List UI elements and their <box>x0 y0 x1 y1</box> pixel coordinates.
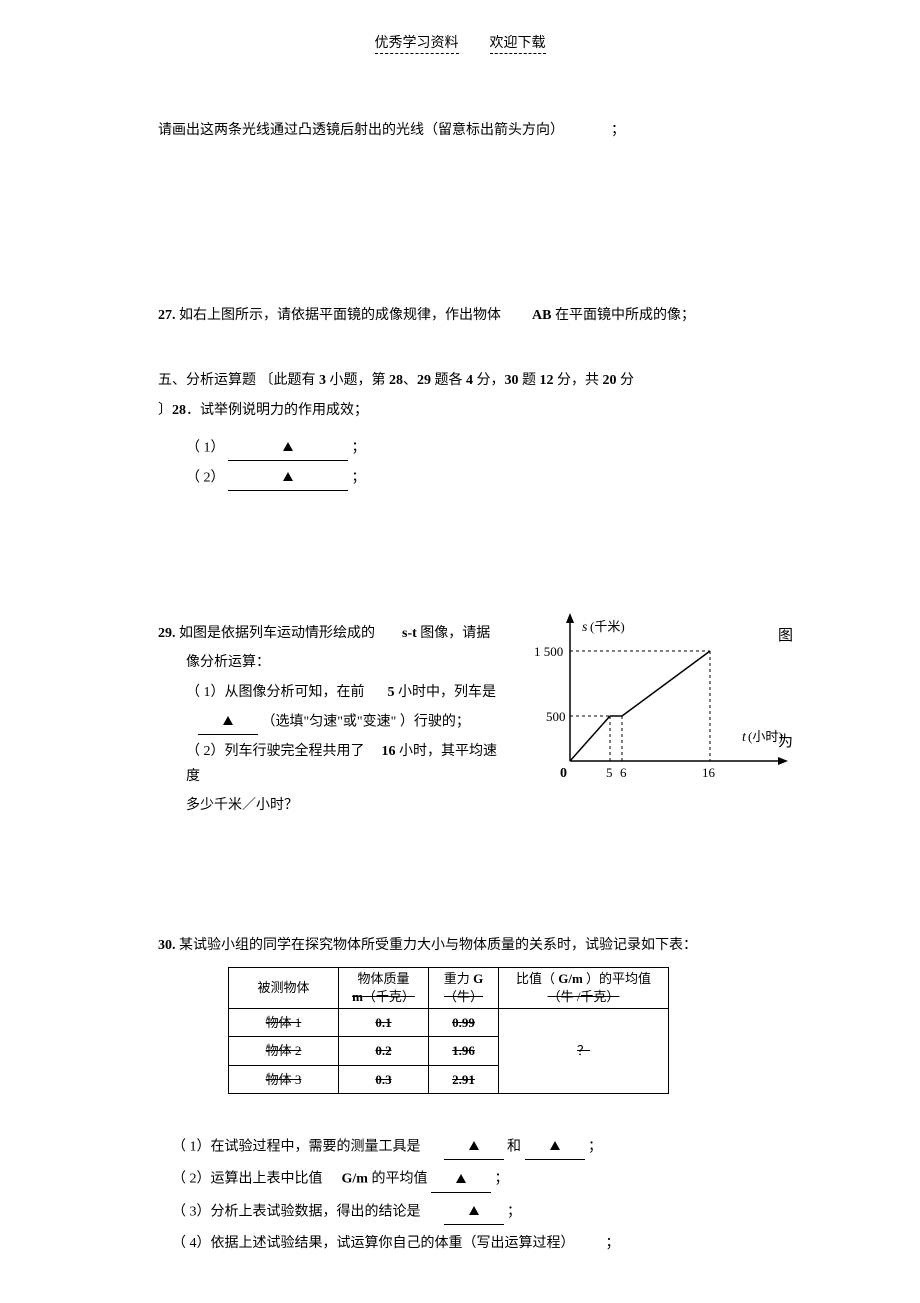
blank-fill <box>431 1166 491 1192</box>
semicolon: ； <box>611 123 625 138</box>
q30-table: 被测物体 物体质量 m（千克） 重力 G （牛） 比值（ G/m ）的平均值 （… <box>228 967 669 1095</box>
q27: 27. 如右上图所示，请依据平面镜的成像规律，作出物体 AB 在平面镜中所成的像… <box>158 303 778 328</box>
blank-fill <box>444 1134 504 1160</box>
q28-item2: （ 2） ； <box>186 465 778 491</box>
q28-item1: （ 1） ； <box>186 435 778 461</box>
blank-fill <box>444 1199 504 1225</box>
triangle-icon <box>469 1141 479 1150</box>
blank-fill <box>198 709 258 735</box>
section5-heading: 五、分析运算题 〔此题有 3 小题，第 28、29 题各 4 分，30 题 12… <box>158 368 778 393</box>
triangle-icon <box>550 1141 560 1150</box>
q28-answers: （ 1） ； （ 2） ； <box>186 435 778 491</box>
table-row: 物体 1 0.1 0.99 ？ <box>229 1009 669 1037</box>
svg-text:s: s <box>582 620 588 635</box>
blank-fill <box>228 435 348 461</box>
svg-text:0: 0 <box>560 766 567 781</box>
section5: 五、分析运算题 〔此题有 3 小题，第 28、29 题各 4 分，30 题 12… <box>158 368 778 491</box>
content: 请画出这两条光线通过凸透镜后射出的光线（留意标出箭头方向） ； 27. 如右上图… <box>158 118 778 1262</box>
q29-text: 29. 如图是依据列车运动情形绘成的 s-t 图像，请据 像分析运算： （ 1）… <box>158 621 498 818</box>
header-left: 优秀学习资料 <box>375 32 459 54</box>
q30-q4: （ 4）依据上述试验结果，试运算你自己的体重（写出运算过程） ； <box>172 1231 778 1256</box>
q26-instruction: 请画出这两条光线通过凸透镜后射出的光线（留意标出箭头方向） ； <box>158 118 778 143</box>
triangle-icon <box>283 472 293 481</box>
triangle-icon <box>469 1206 479 1215</box>
svg-text:16: 16 <box>702 765 716 780</box>
triangle-icon <box>456 1174 466 1183</box>
q30-questions: （ 1）在试验过程中，需要的测量工具是 和 ； （ 2）运算出上表中比值 G/m… <box>172 1134 778 1256</box>
q30-q1: （ 1）在试验过程中，需要的测量工具是 和 ； <box>172 1134 778 1160</box>
blank-fill <box>228 465 348 491</box>
svg-text:(小时): (小时) <box>748 729 783 744</box>
blank-fill <box>525 1134 585 1160</box>
q27-ab: AB <box>532 308 551 323</box>
svg-text:1 500: 1 500 <box>534 644 563 659</box>
q30-intro: 30. 某试验小组的同学在探究物体所受重力大小与物体质量的关系时，试验记录如下表… <box>158 933 778 958</box>
q27-number: 27. <box>158 308 176 323</box>
q29: 29. 如图是依据列车运动情形绘成的 s-t 图像，请据 像分析运算： （ 1）… <box>158 621 778 818</box>
avg-cell: ？ <box>499 1009 669 1094</box>
triangle-icon <box>223 716 233 725</box>
q30-q2: （ 2）运算出上表中比值 G/m 的平均值 ； <box>172 1166 778 1192</box>
svg-text:5: 5 <box>606 765 613 780</box>
page-header: 优秀学习资料 欢迎下载 <box>0 32 920 54</box>
q27-tail: 在平面镜中所成的像； <box>555 308 695 323</box>
svg-text:t: t <box>742 730 747 745</box>
svg-text:6: 6 <box>620 765 627 780</box>
q30: 30. 某试验小组的同学在探究物体所受重力大小与物体质量的关系时，试验记录如下表… <box>158 933 778 1255</box>
q28-heading: 〕28．试举例说明力的作用成效； <box>158 398 778 423</box>
q27-text: 如右上图所示，请依据平面镜的成像规律，作出物体 <box>179 308 501 323</box>
header-right: 欢迎下载 <box>490 32 546 54</box>
triangle-icon <box>283 442 293 451</box>
svg-text:500: 500 <box>546 709 566 724</box>
svg-text:(千米): (千米) <box>590 619 625 634</box>
q29-graph: s (千米) 1 500 500 0 5 6 16 t (小时) <box>530 601 810 781</box>
q30-q3: （ 3）分析上表试验数据，得出的结论是 ； <box>172 1199 778 1225</box>
